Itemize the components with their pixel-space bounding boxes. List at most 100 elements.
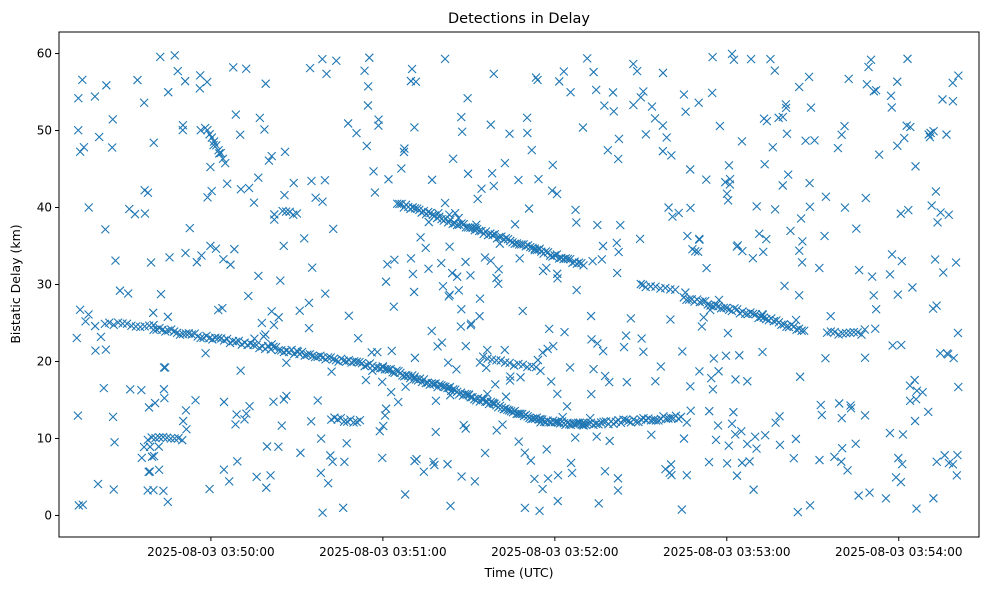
detection-point bbox=[496, 356, 506, 365]
detection-point bbox=[631, 417, 641, 426]
x-tick-label: 2025-08-03 03:51:00 bbox=[319, 545, 446, 559]
detection-point bbox=[302, 350, 312, 360]
detection-point bbox=[452, 365, 461, 374]
detection-point bbox=[724, 161, 734, 170]
detection-point bbox=[543, 344, 553, 354]
detection-point bbox=[944, 210, 954, 220]
detection-point bbox=[363, 81, 373, 91]
detection-point bbox=[936, 208, 945, 217]
detection-point bbox=[206, 162, 215, 172]
detection-point bbox=[592, 220, 602, 230]
detection-point bbox=[628, 59, 638, 69]
detection-point bbox=[300, 351, 310, 360]
detection-point bbox=[701, 175, 711, 185]
detection-point bbox=[679, 434, 689, 443]
detection-point bbox=[196, 125, 206, 135]
detection-point bbox=[885, 428, 895, 438]
detection-point bbox=[419, 467, 429, 477]
detection-point bbox=[636, 279, 646, 289]
detection-point bbox=[903, 205, 913, 215]
detection-point bbox=[461, 424, 471, 433]
detection-point bbox=[801, 136, 811, 146]
detection-point bbox=[177, 435, 187, 445]
detection-point bbox=[775, 440, 785, 450]
detection-point bbox=[746, 308, 755, 317]
detection-point bbox=[628, 100, 638, 110]
detection-point bbox=[598, 346, 608, 356]
detection-point bbox=[292, 209, 302, 218]
detection-point bbox=[344, 311, 354, 321]
detection-point bbox=[862, 79, 872, 89]
detection-point bbox=[108, 114, 118, 124]
y-tick-label: 0 bbox=[44, 508, 52, 522]
detection-point bbox=[463, 93, 473, 103]
detection-point bbox=[676, 412, 686, 422]
detection-point bbox=[331, 56, 341, 66]
detection-point bbox=[870, 324, 880, 334]
detection-point bbox=[892, 77, 902, 87]
detection-point bbox=[942, 130, 951, 139]
detection-point bbox=[163, 497, 173, 507]
detection-point bbox=[665, 468, 675, 478]
detection-point bbox=[903, 54, 912, 64]
detection-point bbox=[794, 82, 804, 92]
detection-point bbox=[493, 279, 503, 289]
detection-point bbox=[723, 328, 733, 338]
detection-point bbox=[843, 465, 852, 475]
detection-point bbox=[424, 264, 433, 274]
detection-point bbox=[851, 224, 861, 233]
detection-point bbox=[864, 62, 873, 72]
detection-point bbox=[328, 457, 337, 467]
detection-point bbox=[278, 206, 287, 216]
detection-point bbox=[731, 375, 740, 384]
detection-point bbox=[771, 418, 781, 428]
detection-point bbox=[104, 318, 114, 328]
detection-point bbox=[498, 420, 507, 429]
detection-point bbox=[949, 353, 959, 363]
detection-point bbox=[400, 490, 410, 499]
detection-point bbox=[572, 285, 582, 295]
detection-point bbox=[316, 468, 326, 478]
detection-point bbox=[470, 476, 480, 486]
detection-point bbox=[526, 414, 536, 424]
detection-point bbox=[846, 403, 856, 413]
detection-point bbox=[297, 347, 307, 357]
detection-point bbox=[145, 467, 155, 476]
detection-point bbox=[427, 326, 437, 336]
detection-point bbox=[534, 174, 543, 184]
detection-point bbox=[427, 175, 437, 185]
detection-point bbox=[169, 327, 179, 336]
detection-point bbox=[565, 362, 575, 372]
detection-point bbox=[158, 432, 168, 442]
detection-point bbox=[514, 240, 524, 249]
detection-point bbox=[851, 439, 861, 449]
detection-point bbox=[90, 321, 100, 331]
detection-point bbox=[423, 207, 433, 217]
x-axis-title: Time (UTC) bbox=[483, 565, 553, 580]
detection-point bbox=[440, 54, 450, 64]
detection-point bbox=[805, 202, 815, 212]
detection-point bbox=[144, 467, 154, 477]
detection-point bbox=[626, 313, 636, 323]
detection-point bbox=[514, 437, 524, 446]
detection-point bbox=[794, 290, 804, 300]
detection-point bbox=[339, 417, 349, 427]
detection-point bbox=[552, 250, 562, 259]
detection-point bbox=[146, 258, 156, 267]
detection-point bbox=[748, 309, 758, 319]
detection-point bbox=[725, 180, 735, 189]
detection-point bbox=[860, 353, 870, 363]
detection-point bbox=[313, 396, 323, 405]
detection-point bbox=[666, 460, 676, 469]
detection-point bbox=[94, 132, 104, 142]
detection-point bbox=[727, 419, 737, 429]
detection-point bbox=[722, 303, 731, 313]
detection-point bbox=[833, 143, 843, 153]
detection-point bbox=[444, 292, 454, 301]
detection-point bbox=[267, 307, 277, 316]
detection-point bbox=[570, 433, 580, 442]
detection-point bbox=[399, 371, 409, 381]
detection-point bbox=[107, 143, 117, 152]
detection-point bbox=[737, 458, 747, 468]
detection-point bbox=[938, 268, 948, 277]
